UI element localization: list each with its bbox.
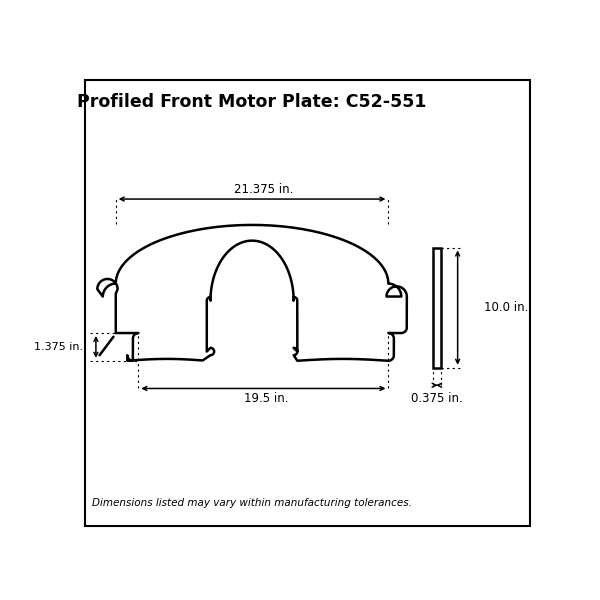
Text: Dimensions listed may vary within manufacturing tolerances.: Dimensions listed may vary within manufa… <box>92 497 412 508</box>
Text: 19.5 in.: 19.5 in. <box>244 392 288 405</box>
Text: 21.375 in.: 21.375 in. <box>234 184 293 196</box>
Text: 1.375 in.: 1.375 in. <box>34 342 83 352</box>
Text: 10.0 in.: 10.0 in. <box>484 301 529 314</box>
Text: Profiled Front Motor Plate: C52-551: Profiled Front Motor Plate: C52-551 <box>77 93 427 111</box>
Bar <box>433 248 440 368</box>
Text: 0.375 in.: 0.375 in. <box>411 392 463 404</box>
